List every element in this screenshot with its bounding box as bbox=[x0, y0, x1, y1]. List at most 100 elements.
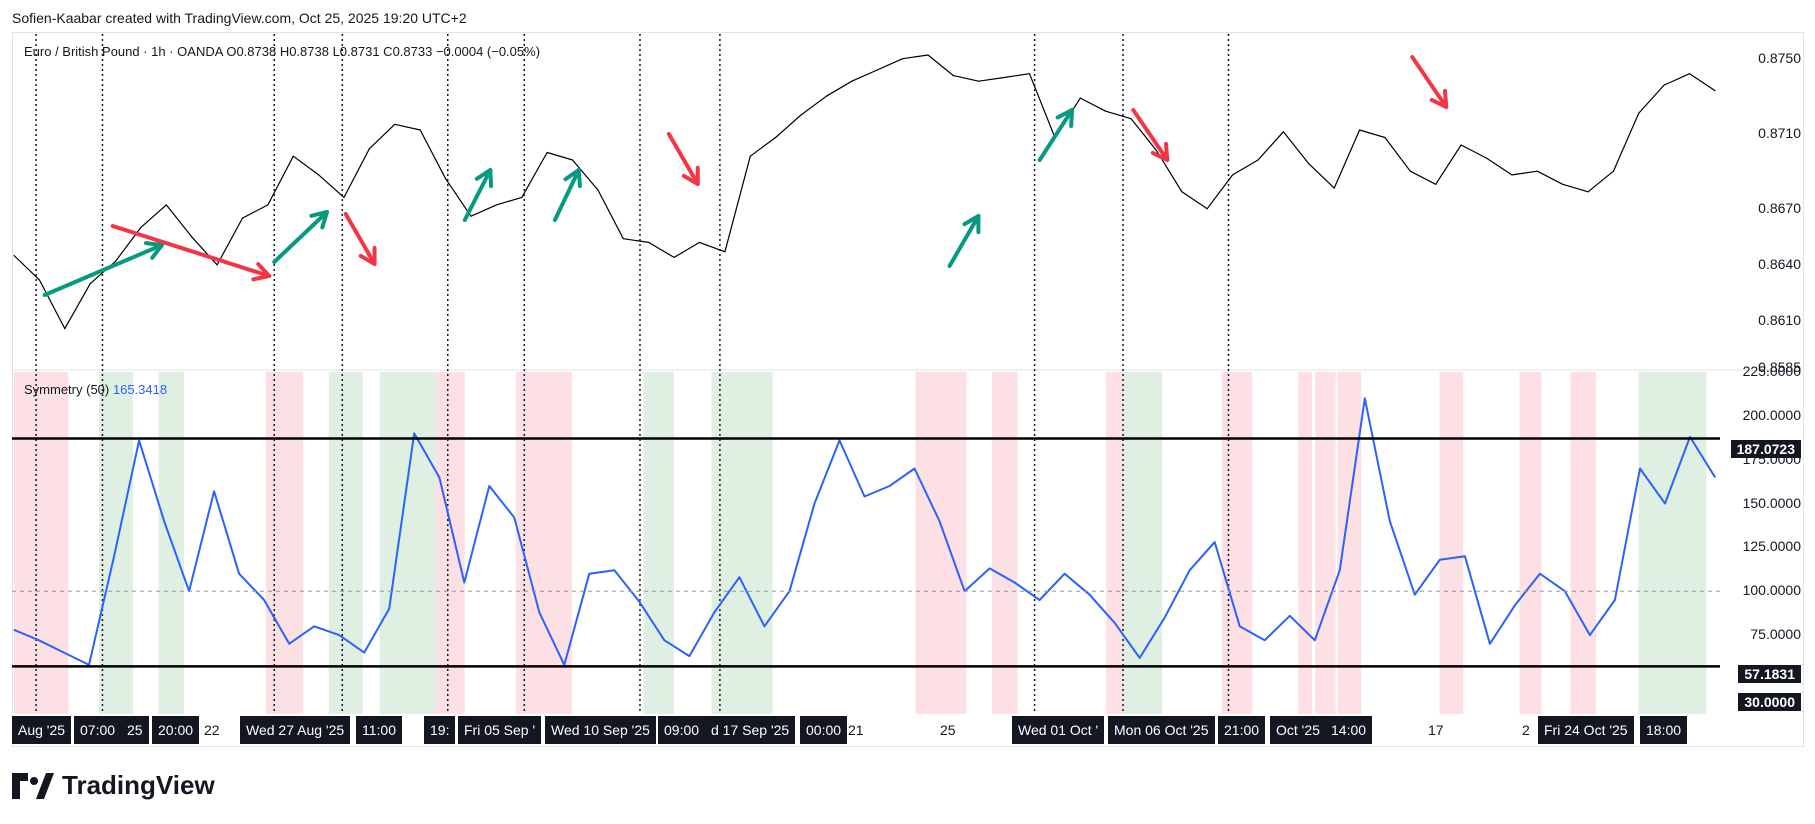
price-line-point bbox=[64, 328, 66, 330]
tradingview-brand[interactable]: TradingView bbox=[12, 770, 215, 801]
time-axis-label: Oct '25 bbox=[1270, 716, 1326, 744]
bullish-zone bbox=[1123, 372, 1163, 714]
time-axis-label: d 17 Sep '25 bbox=[705, 716, 796, 744]
symmetry-line-point bbox=[1639, 467, 1641, 470]
price-line-point bbox=[1485, 157, 1488, 159]
chart-caption: Sofien-Kaabar created with TradingView.c… bbox=[12, 10, 467, 26]
price-tick-label: 0.8640 bbox=[1758, 255, 1801, 272]
symmetry-line-point bbox=[638, 601, 640, 603]
symmetry-line-point bbox=[1239, 625, 1241, 627]
time-axis-label: 18:00 bbox=[1640, 716, 1688, 744]
symmetry-line-point bbox=[1589, 634, 1591, 636]
reference-levels-layer bbox=[12, 437, 1720, 668]
symmetry-line-point bbox=[63, 652, 65, 654]
time-axis-label: 2 bbox=[1522, 722, 1530, 738]
price-tick-label: 0.8710 bbox=[1758, 124, 1801, 141]
price-line-point bbox=[1689, 73, 1691, 75]
bearish-zone bbox=[915, 372, 967, 714]
symmetry-line-point bbox=[1539, 573, 1541, 575]
price-line-point bbox=[1206, 208, 1208, 210]
symmetry-line-point bbox=[1664, 502, 1666, 505]
price-line-point bbox=[1155, 149, 1158, 152]
price-line-point bbox=[1105, 110, 1107, 112]
symmetry-line-point bbox=[588, 573, 590, 575]
indicator-series-layer bbox=[13, 397, 1716, 666]
symmetry-line-point bbox=[1464, 555, 1466, 557]
bearish-zone bbox=[1570, 372, 1596, 714]
bearish-zone bbox=[1439, 372, 1464, 714]
time-axis-label: 25 bbox=[940, 722, 956, 738]
symmetry-line-point bbox=[738, 576, 741, 578]
price-line-point bbox=[216, 264, 218, 266]
price-line-point bbox=[1358, 129, 1361, 131]
price-tick-label: 0.8750 bbox=[1758, 49, 1801, 66]
symmetry-line-point bbox=[1314, 639, 1316, 641]
symmetry-line-point bbox=[263, 599, 265, 601]
symmetry-line-point bbox=[288, 643, 290, 645]
price-line-point bbox=[825, 95, 828, 97]
bearish-zone bbox=[515, 372, 572, 714]
symmetry-line-point bbox=[1389, 520, 1391, 522]
bullish-zone bbox=[711, 372, 773, 714]
symbol-label: Euro / British Pound · 1h · OANDA bbox=[24, 44, 223, 59]
bullish-arrow-icon bbox=[552, 168, 582, 222]
symmetry-line-point bbox=[1439, 559, 1441, 561]
lower-level-badge: 57.1831 bbox=[1738, 665, 1801, 683]
symmetry-line-point bbox=[1364, 397, 1366, 399]
price-line-point bbox=[546, 151, 548, 154]
price-line-point bbox=[1079, 97, 1081, 99]
shaded-zones-layer bbox=[14, 372, 1707, 714]
price-line-point bbox=[952, 75, 954, 77]
symmetry-line-point bbox=[238, 573, 240, 575]
bearish-arrow-icon bbox=[343, 212, 377, 266]
price-line-point bbox=[1333, 187, 1335, 189]
bearish-zone bbox=[14, 372, 69, 714]
bearish-zone bbox=[1106, 372, 1124, 714]
symmetry-line-point bbox=[1414, 594, 1416, 596]
bearish-zone bbox=[1315, 372, 1336, 714]
bearish-zone bbox=[1298, 372, 1312, 714]
symmetry-line-point bbox=[1139, 657, 1141, 659]
price-line-point bbox=[1562, 183, 1564, 185]
symmetry-line-point bbox=[213, 490, 215, 492]
symmetry-line-point bbox=[1514, 604, 1516, 606]
symmetry-line-point bbox=[1689, 436, 1691, 438]
price-line-point bbox=[1028, 73, 1031, 75]
indicator-legend: Symmetry (50) 165.3418 bbox=[24, 382, 167, 397]
symmetry-line-point bbox=[313, 625, 315, 627]
indicator-tick-label: 150.0000 bbox=[1742, 494, 1801, 511]
symmetry-line-point bbox=[488, 485, 490, 487]
price-line-point bbox=[876, 69, 878, 71]
time-axis-label: 17 bbox=[1428, 722, 1444, 738]
price-line-point bbox=[267, 204, 269, 206]
time-axis-label: Wed 10 Sep '25 bbox=[545, 716, 656, 744]
price-line-point bbox=[1511, 174, 1513, 176]
price-series-layer bbox=[13, 54, 1716, 330]
time-axis-label: Aug '25 bbox=[12, 716, 72, 744]
symmetry-line-point bbox=[463, 581, 465, 584]
symmetry-line-point bbox=[838, 439, 841, 441]
price-line-point bbox=[800, 114, 802, 116]
price-line-point bbox=[673, 256, 675, 259]
symmetry-line-point bbox=[388, 608, 390, 610]
symmetry-line-point bbox=[1489, 643, 1491, 645]
price-line[interactable] bbox=[13, 54, 1716, 330]
bullish-zone bbox=[328, 372, 363, 714]
symmetry-line-point bbox=[413, 432, 415, 434]
price-line-point bbox=[394, 123, 396, 125]
price-line-point bbox=[698, 241, 701, 244]
price-line-point bbox=[1003, 76, 1005, 79]
price-line-point bbox=[1638, 112, 1640, 114]
symmetry-line-point bbox=[163, 520, 165, 522]
symmetry-line-point bbox=[1264, 639, 1266, 641]
price-line-point bbox=[1587, 191, 1589, 193]
symmetry-line-point bbox=[888, 485, 891, 487]
bullish-arrow-icon bbox=[272, 210, 329, 264]
bullish-zone bbox=[1672, 372, 1707, 714]
chart-frame[interactable] bbox=[12, 32, 1804, 747]
symmetry-line-point bbox=[338, 634, 340, 636]
bottom-level-badge: 30.0000 bbox=[1738, 693, 1801, 711]
bullish-zone bbox=[1638, 372, 1673, 714]
price-line-point bbox=[1612, 170, 1615, 172]
